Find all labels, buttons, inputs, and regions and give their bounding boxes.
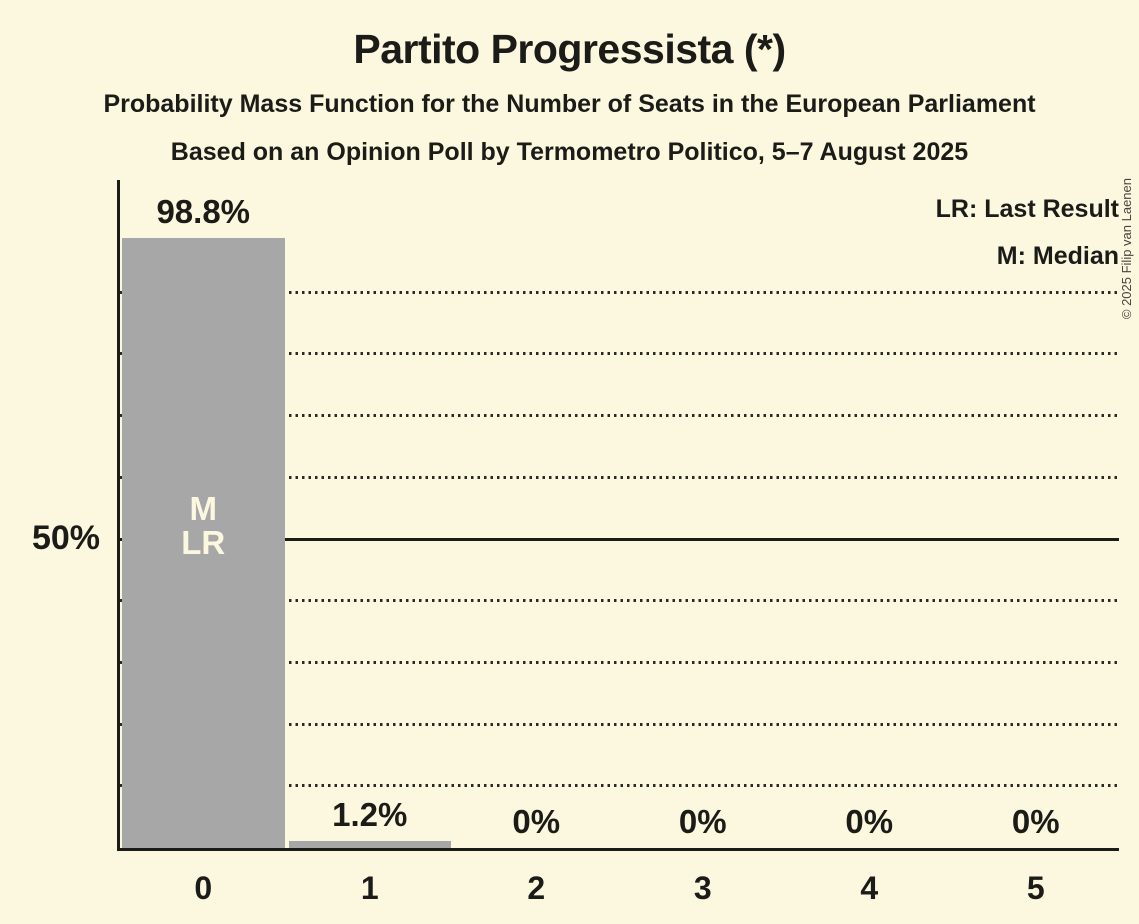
chart-subtitle-line1: Probability Mass Function for the Number… xyxy=(103,90,1036,118)
bar-annotation-lr: LR xyxy=(181,524,226,561)
x-axis-label-0: 0 xyxy=(194,870,213,906)
bar-value-label-seats-5: 0% xyxy=(1011,803,1060,840)
majority-line-50pct xyxy=(120,538,1119,541)
x-axis-label-1: 1 xyxy=(360,870,379,906)
bar-value-label-seats-1: 1.2% xyxy=(332,795,408,833)
bar-annotation-m: M xyxy=(189,490,218,527)
gridline-10pct xyxy=(120,784,1119,788)
gridline-30pct xyxy=(120,660,1119,664)
chart-legend: LR: Last Result M: Median xyxy=(936,186,1119,280)
y-axis-label-50pct: 50% xyxy=(31,519,100,557)
gridline-80pct xyxy=(120,352,1119,356)
legend-median: M: Median xyxy=(996,242,1119,270)
x-axis-label-5: 5 xyxy=(1026,870,1045,906)
bar-annotation-seats-0: M LR xyxy=(120,492,287,560)
chart-title: Partito Progressista (*) xyxy=(353,26,786,72)
bar-seats-0 xyxy=(122,238,285,848)
bar-value-label-seats-4: 0% xyxy=(845,803,894,840)
bar-seats-1 xyxy=(288,840,451,848)
x-axis-label-3: 3 xyxy=(693,870,712,906)
gridline-40pct xyxy=(120,599,1119,603)
copyright-notice: © 2025 Filip van Laenen xyxy=(1119,178,1134,320)
plot-area: 98.8% M LR 1.2% 0% 0% 0% 0% xyxy=(117,180,1119,851)
gridline-90pct xyxy=(120,290,1119,294)
gridline-70pct xyxy=(120,414,1119,418)
x-axis-labels: 0 1 2 3 4 5 xyxy=(120,870,1119,910)
gridline-60pct xyxy=(120,475,1119,479)
gridline-20pct xyxy=(120,722,1119,726)
bar-value-label-seats-2: 0% xyxy=(512,803,561,840)
bar-value-label-seats-3: 0% xyxy=(678,803,727,840)
chart-subtitle-line2: Based on an Opinion Poll by Termometro P… xyxy=(170,138,969,166)
legend-last-result: LR: Last Result xyxy=(935,195,1119,223)
x-axis-label-2: 2 xyxy=(527,870,546,906)
x-axis-label-4: 4 xyxy=(860,870,879,906)
bar-value-label-seats-0: 98.8% xyxy=(156,193,251,231)
